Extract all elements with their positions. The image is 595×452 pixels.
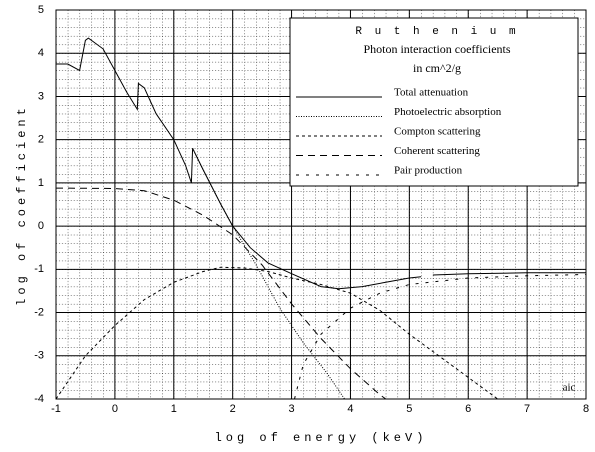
chart-title: Photon interaction coefficients [363,42,510,56]
data-line [192,148,346,400]
plot-frame [55,9,587,400]
y-tick-label: 1 [38,177,44,189]
x-tick-label: 7 [524,403,530,415]
x-tick-label: 4 [347,403,353,415]
legend-label: Pair production [394,165,463,177]
y-tick-label: 0 [38,220,44,232]
x-tick-label: 6 [465,403,471,415]
x-tick-label: 5 [406,403,412,415]
y-tick-label: 2 [38,134,44,146]
legend-label: Compton scattering [394,126,481,138]
y-tick-label: -3 [34,350,44,362]
annotation: aic [563,382,576,394]
legend-label: Coherent scattering [394,145,480,157]
legend-box [289,17,579,187]
data-line [55,187,387,400]
data-line [55,266,498,400]
x-tick-label: 8 [583,403,589,415]
data-line [294,274,587,400]
x-tick-label: 2 [230,403,236,415]
x-axis-label: log of energy (keV) [215,431,428,445]
legend-label: Photoelectric absorption [394,106,502,118]
x-tick-label: 0 [112,403,118,415]
x-tick-label: 3 [288,403,294,415]
y-tick-label: 4 [38,47,44,59]
y-tick-label: -2 [34,306,44,318]
data-line [56,37,586,290]
y-tick-label: 5 [38,4,44,16]
x-tick-label: -1 [51,403,61,415]
y-tick-label: -1 [34,263,44,275]
chart-subtitle: in cm^2/g [413,61,461,75]
y-tick-label: 3 [38,90,44,102]
legend-title: R u t h e n i u m [355,26,518,38]
y-tick-label: -4 [34,393,44,405]
legend-label: Total attenuation [394,87,469,99]
x-tick-label: 1 [171,403,177,415]
y-axis-label: log of coefficient [15,104,29,306]
